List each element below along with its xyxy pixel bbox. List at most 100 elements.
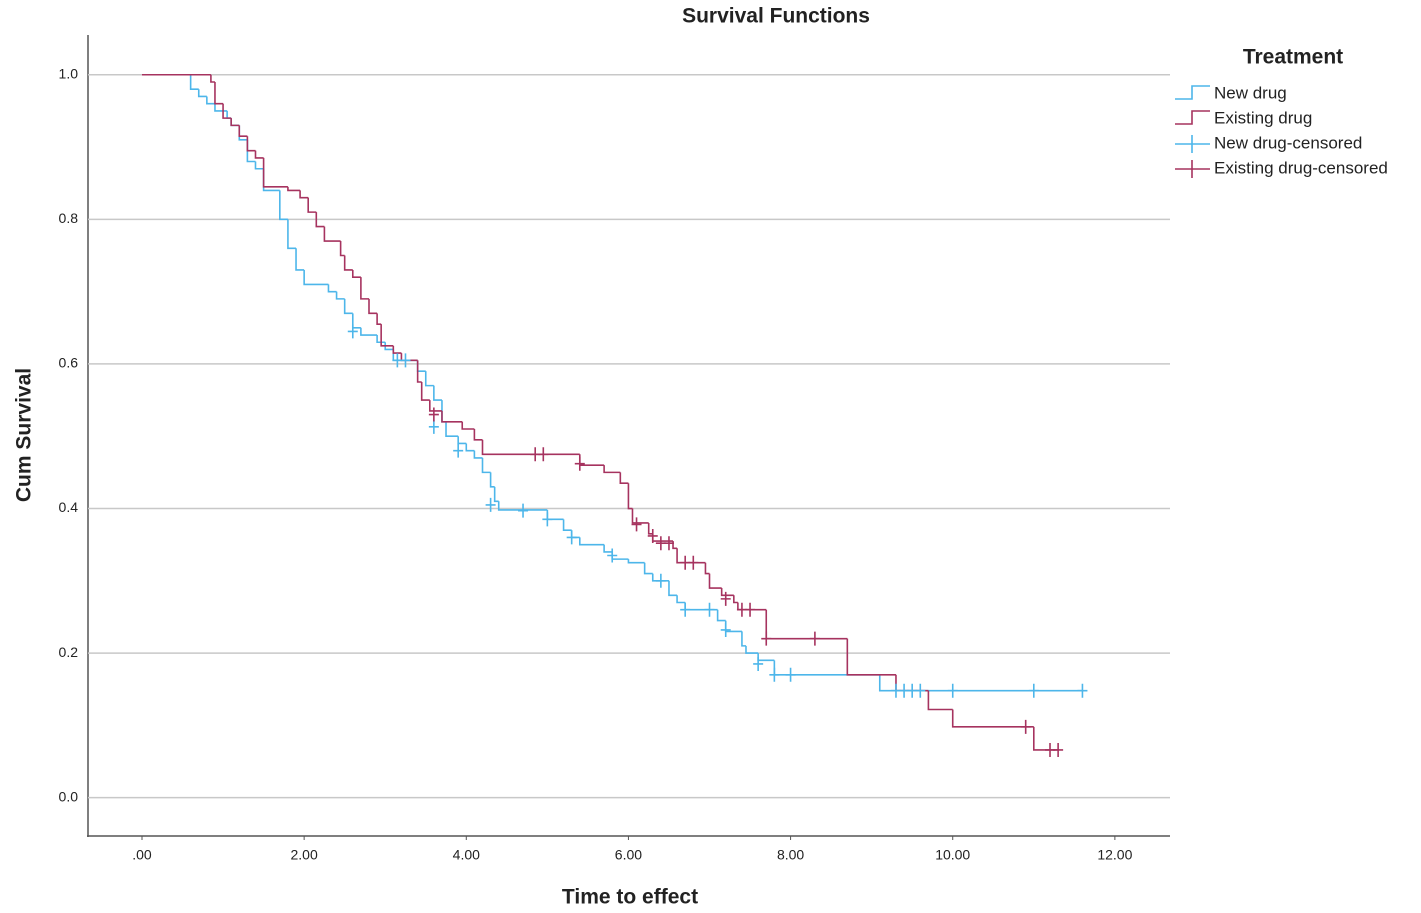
legend-text: Existing drug bbox=[1214, 108, 1312, 127]
survival-step bbox=[473, 428, 483, 441]
censored-mark bbox=[745, 602, 756, 617]
legend-symbol bbox=[1175, 85, 1210, 100]
x-tick-label: 2.00 bbox=[291, 847, 318, 863]
survival-step bbox=[287, 219, 297, 250]
survival-step bbox=[254, 150, 264, 159]
censored-mark bbox=[347, 324, 358, 339]
survival-step bbox=[631, 508, 649, 524]
survival-step bbox=[457, 436, 467, 445]
survival-step bbox=[368, 298, 378, 315]
survival-step bbox=[878, 674, 1083, 692]
legend-title: Treatment bbox=[1243, 46, 1343, 69]
survival-step bbox=[473, 450, 483, 459]
survival-step bbox=[299, 190, 309, 199]
y-tick-label: 0.4 bbox=[59, 499, 79, 515]
survival-step bbox=[627, 559, 645, 564]
censored-mark bbox=[655, 573, 666, 588]
survival-step bbox=[339, 241, 345, 257]
survival-step bbox=[351, 313, 361, 329]
x-tick-label: 4.00 bbox=[453, 847, 480, 863]
survival-step bbox=[197, 89, 207, 98]
legend-symbol bbox=[1175, 160, 1210, 178]
survival-step bbox=[262, 157, 288, 188]
survival-step bbox=[846, 638, 896, 676]
survival-step bbox=[254, 161, 264, 170]
survival-step bbox=[481, 457, 491, 474]
survival-step bbox=[445, 421, 459, 438]
survival-step bbox=[307, 197, 317, 213]
survival-step bbox=[433, 385, 442, 401]
survival-step bbox=[684, 602, 718, 611]
survival-step bbox=[643, 562, 653, 575]
survival-step bbox=[287, 186, 301, 192]
survival-step bbox=[360, 277, 369, 300]
censored-mark bbox=[720, 622, 731, 637]
legend-text: Existing drug-censored bbox=[1214, 158, 1388, 177]
y-tick-label: 0.0 bbox=[59, 788, 79, 804]
survival-step bbox=[189, 74, 199, 91]
censored-mark bbox=[680, 602, 691, 617]
censored-mark bbox=[688, 555, 699, 570]
survival-step bbox=[720, 588, 734, 597]
y-tick-label: 0.6 bbox=[59, 355, 79, 371]
survival-step bbox=[461, 421, 475, 430]
survival-step bbox=[481, 439, 580, 456]
survival-step bbox=[708, 573, 722, 589]
censored-mark bbox=[485, 497, 496, 512]
survival-step bbox=[570, 530, 580, 539]
chart-title: Survival Functions bbox=[682, 5, 870, 28]
survival-step bbox=[651, 533, 674, 542]
survival-step bbox=[672, 541, 678, 550]
censored-mark bbox=[518, 503, 529, 518]
censored-mark bbox=[647, 528, 658, 543]
censored-mark bbox=[769, 667, 780, 682]
survival-step bbox=[380, 324, 394, 347]
censored-mark bbox=[915, 683, 926, 698]
legend-symbol bbox=[1175, 135, 1210, 153]
survival-step bbox=[927, 690, 953, 711]
survival-step bbox=[376, 335, 386, 344]
survival-step bbox=[951, 709, 1034, 728]
survival-step bbox=[400, 353, 418, 362]
survival-step bbox=[441, 410, 463, 423]
x-axis-label: Time to effect bbox=[562, 886, 698, 909]
survival-step bbox=[214, 103, 228, 112]
survival-step bbox=[424, 371, 434, 387]
survival-step bbox=[226, 110, 232, 119]
x-tick-label: 6.00 bbox=[615, 847, 642, 863]
survival-step bbox=[716, 609, 726, 622]
censored-mark bbox=[631, 517, 642, 532]
survival-step bbox=[335, 291, 345, 300]
legend-text: New drug bbox=[1214, 83, 1287, 102]
y-axis-label: Cum Survival bbox=[13, 368, 36, 502]
survival-step bbox=[420, 382, 430, 401]
legend-symbol bbox=[1175, 110, 1210, 125]
censored-mark bbox=[1053, 742, 1064, 757]
survival-step bbox=[376, 313, 382, 325]
survival-step bbox=[1033, 726, 1059, 751]
survival-step bbox=[315, 212, 325, 228]
survival-step bbox=[489, 472, 495, 488]
survival-step bbox=[230, 118, 240, 127]
y-tick-label: 0.2 bbox=[59, 644, 79, 660]
survival-step bbox=[493, 486, 499, 503]
survival-step bbox=[416, 360, 426, 372]
censored-mark bbox=[761, 631, 772, 646]
censored-mark bbox=[1028, 683, 1039, 698]
x-tick-label: 10.00 bbox=[935, 847, 970, 863]
survival-step bbox=[323, 226, 341, 242]
survival-step bbox=[351, 269, 361, 278]
survival-step bbox=[238, 125, 248, 138]
y-tick-label: 1.0 bbox=[59, 65, 79, 81]
survival-step bbox=[210, 74, 215, 83]
censored-mark bbox=[453, 443, 464, 458]
survival-step bbox=[206, 96, 215, 105]
censored-mark bbox=[428, 419, 439, 434]
survival-step bbox=[578, 537, 605, 546]
survival-step bbox=[546, 509, 564, 521]
survival-step bbox=[765, 609, 848, 640]
survival-step bbox=[279, 190, 288, 221]
survival-step bbox=[343, 298, 353, 315]
legend-text: New drug-censored bbox=[1214, 133, 1362, 152]
censored-mark bbox=[1020, 719, 1031, 734]
